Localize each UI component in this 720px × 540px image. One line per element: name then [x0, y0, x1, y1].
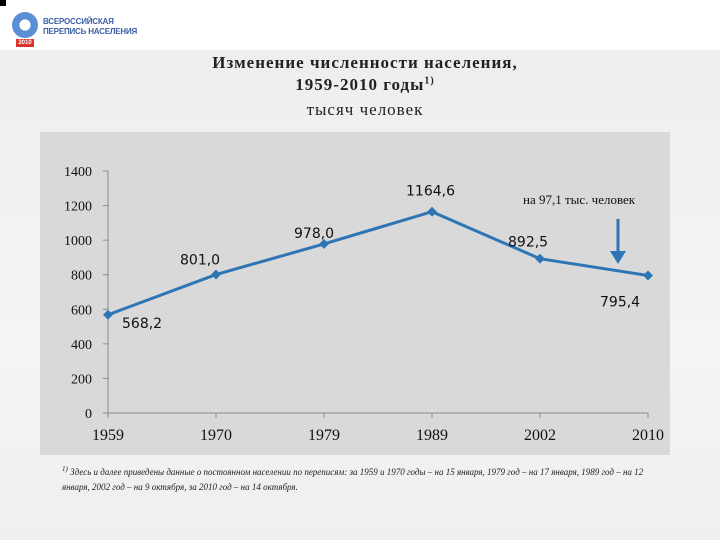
- data-label: 1164,6: [406, 184, 455, 200]
- logo-year: 2010: [16, 39, 34, 47]
- data-label: 568,2: [122, 316, 162, 332]
- data-point: [643, 270, 653, 281]
- chart-title-line2: 1959-2010 годы1): [100, 74, 630, 96]
- data-point: [211, 269, 221, 280]
- chart-area: 0 200 400 600 800 1000 1200 1400 1959 1970 1979 198…: [40, 132, 670, 455]
- data-label: 801,0: [180, 253, 220, 269]
- footnote: 1) Здесь и далее приведены данные о пост…: [62, 465, 662, 495]
- data-label: 978,0: [294, 226, 334, 242]
- data-point: [427, 206, 437, 217]
- annotation-text: на 97,1 тыс. человек: [523, 192, 636, 207]
- footnote-text: Здесь и далее приведены данные о постоян…: [62, 467, 644, 492]
- corner-mark: [0, 0, 6, 6]
- y-tick-label: 800: [71, 269, 92, 284]
- chart-title-line1: Изменение численности населения,: [212, 53, 518, 72]
- chart-title: Изменение численности населения, 1959-20…: [100, 52, 630, 96]
- census-emblem-icon: [12, 12, 38, 38]
- data-point: [535, 253, 545, 264]
- data-label: 892,5: [508, 235, 548, 251]
- annotation-arrow-head: [610, 251, 626, 264]
- title-footnote-marker: 1): [424, 75, 435, 87]
- x-tick-label: 2002: [524, 427, 556, 444]
- header-band: 2010 ВСЕРОССИЙСКАЯ ПЕРЕПИСЬ НАСЕЛЕНИЯ: [0, 0, 720, 50]
- chart-title-line2-text: 1959-2010 годы: [295, 75, 425, 94]
- y-tick-label: 1200: [64, 200, 92, 215]
- series-line: [107, 210, 649, 317]
- x-tick-label: 1989: [416, 427, 448, 444]
- logo-text-line2: ПЕРЕПИСЬ НАСЕЛЕНИЯ: [43, 27, 138, 36]
- population-line-chart: 0 200 400 600 800 1000 1200 1400 1959 1970 1979 198…: [64, 165, 664, 444]
- footnote-marker: 1): [62, 465, 68, 473]
- data-label: 795,4: [600, 295, 640, 311]
- logo-text-line1: ВСЕРОССИЙСКАЯ: [43, 17, 114, 26]
- y-tick-label: 1000: [64, 234, 92, 249]
- y-tick-label: 200: [71, 372, 92, 387]
- x-tick-label: 1959: [92, 427, 124, 444]
- x-tick-label: 1979: [308, 427, 340, 444]
- census-logo: 2010 ВСЕРОССИЙСКАЯ ПЕРЕПИСЬ НАСЕЛЕНИЯ: [12, 12, 137, 47]
- x-tick-label: 1970: [200, 427, 232, 444]
- y-tick-label: 400: [71, 338, 92, 353]
- x-tick-label: 2010: [632, 427, 664, 444]
- y-tick-label: 0: [85, 407, 92, 422]
- chart-subtitle: тысяч человек: [306, 100, 424, 119]
- y-tick-label: 1400: [64, 165, 92, 180]
- y-tick-label: 600: [71, 303, 92, 318]
- data-point: [103, 309, 113, 320]
